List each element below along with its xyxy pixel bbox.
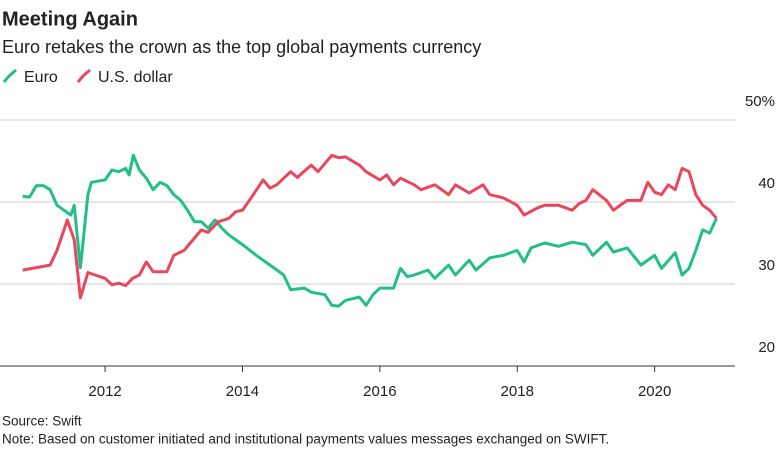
line-series xyxy=(22,153,718,308)
line-series xyxy=(22,153,718,300)
y-tick-label: 40 xyxy=(758,175,775,192)
chart-subtitle: Euro retakes the crown as the top global… xyxy=(2,37,481,57)
x-tick-label: 2012 xyxy=(88,383,121,400)
legend-label: Euro xyxy=(24,69,58,86)
source: Source: Swift xyxy=(2,414,82,429)
y-tick-label: 30 xyxy=(758,257,775,274)
legend-icon xyxy=(2,68,17,83)
y-tick-label: 50% xyxy=(745,93,775,110)
x-tick-label: 2014 xyxy=(226,383,259,400)
legend-icon xyxy=(76,68,91,83)
note: Note: Based on customer initiated and in… xyxy=(2,432,609,447)
x-tick-label: 2020 xyxy=(638,383,671,400)
chart-title: Meeting Again xyxy=(2,8,138,30)
y-tick-label: 20 xyxy=(758,339,775,356)
x-tick-label: 2016 xyxy=(363,383,396,400)
legend-label: U.S. dollar xyxy=(98,69,173,86)
x-tick-label: 2018 xyxy=(501,383,534,400)
